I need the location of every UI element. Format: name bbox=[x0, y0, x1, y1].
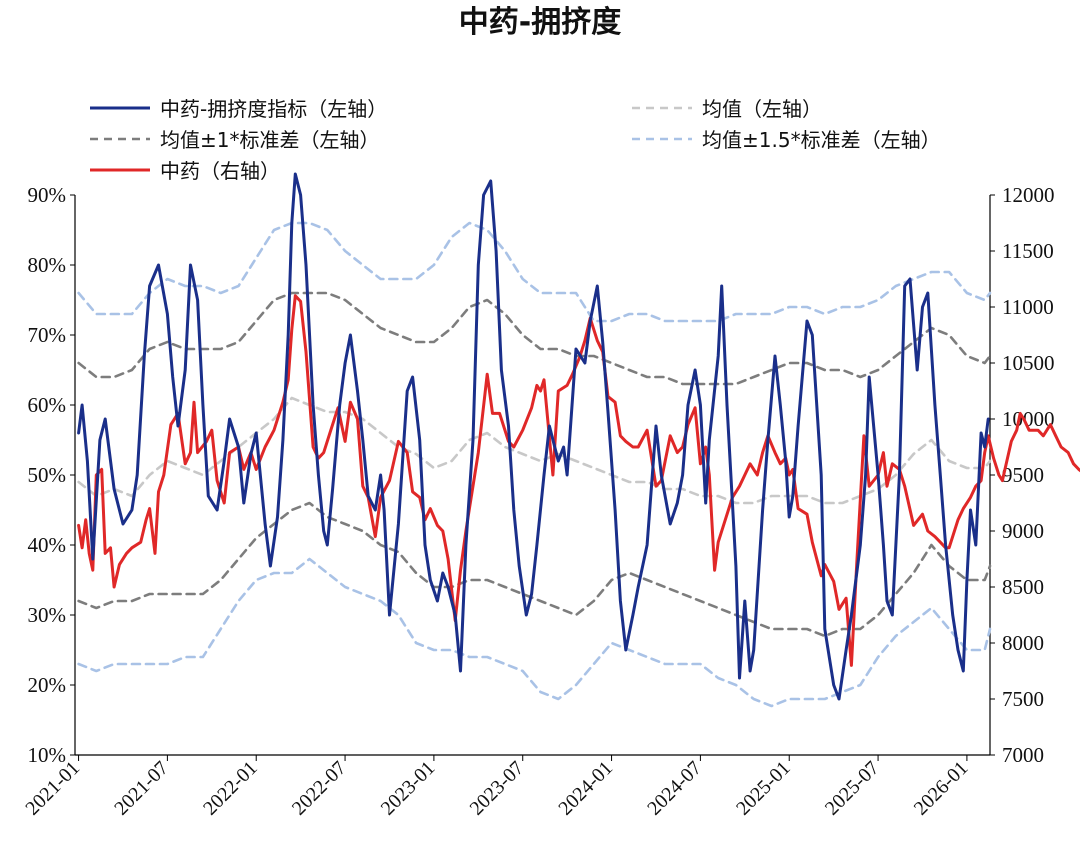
series-layer bbox=[77, 172, 1080, 708]
legend-label-mean: 均值（左轴） bbox=[702, 97, 822, 121]
chart-title: 中药-拥挤度 bbox=[459, 5, 621, 40]
y-right-tick-label: 8500 bbox=[1002, 575, 1044, 599]
x-tick-label: 2023-07 bbox=[466, 757, 529, 820]
x-tick-label: 2026-01 bbox=[910, 757, 973, 820]
y-left-tick-label: 30% bbox=[28, 603, 67, 627]
series-line-3 bbox=[77, 291, 992, 386]
legend-label-crowd: 中药-拥挤度指标（左轴） bbox=[160, 97, 387, 121]
series-line-6 bbox=[77, 557, 992, 708]
series-line-0 bbox=[77, 172, 990, 701]
y-left-tick-label: 90% bbox=[28, 183, 67, 207]
y-right-tick-label: 8000 bbox=[1002, 631, 1044, 655]
y-right-tick-label: 12000 bbox=[1002, 183, 1055, 207]
y-left-tick-label: 70% bbox=[28, 323, 67, 347]
x-tick-label: 2025-01 bbox=[732, 757, 795, 820]
x-tick-label: 2023-01 bbox=[377, 757, 440, 820]
y-right-tick-label: 7000 bbox=[1002, 743, 1044, 767]
y-left-tick-label: 60% bbox=[28, 393, 67, 417]
y-left-tick-label: 40% bbox=[28, 533, 67, 557]
x-tick-label: 2024-01 bbox=[554, 757, 617, 820]
y-right-tick-label: 11500 bbox=[1002, 239, 1054, 263]
series-line-1 bbox=[77, 294, 1080, 667]
legend-label-sd15: 均值±1.5*标准差（左轴） bbox=[702, 128, 941, 152]
series-line-5 bbox=[77, 221, 992, 323]
y-right-tick-label: 9000 bbox=[1002, 519, 1044, 543]
x-tick-label: 2021-07 bbox=[110, 757, 173, 820]
y-left-tick-label: 80% bbox=[28, 253, 67, 277]
legend: 中药-拥挤度指标（左轴） 均值（左轴） 均值±1*标准差（左轴） 均值±1.5*… bbox=[90, 97, 941, 183]
y-left-tick-label: 50% bbox=[28, 463, 67, 487]
y-right-tick-label: 7500 bbox=[1002, 687, 1044, 711]
legend-label-price: 中药（右轴） bbox=[160, 159, 280, 183]
x-tick-label: 2025-07 bbox=[821, 757, 884, 820]
y-right-tick-label: 9500 bbox=[1002, 463, 1044, 487]
x-tick-label: 2024-07 bbox=[643, 757, 706, 820]
y-left-tick-label: 10% bbox=[28, 743, 67, 767]
y-right-tick-label: 10500 bbox=[1002, 351, 1055, 375]
legend-label-sd1: 均值±1*标准差（左轴） bbox=[160, 128, 379, 152]
x-tick-label: 2022-01 bbox=[199, 757, 262, 820]
y-left-tick-label: 20% bbox=[28, 673, 67, 697]
x-tick-label: 2022-07 bbox=[288, 757, 351, 820]
y-right-tick-label: 11000 bbox=[1002, 295, 1054, 319]
